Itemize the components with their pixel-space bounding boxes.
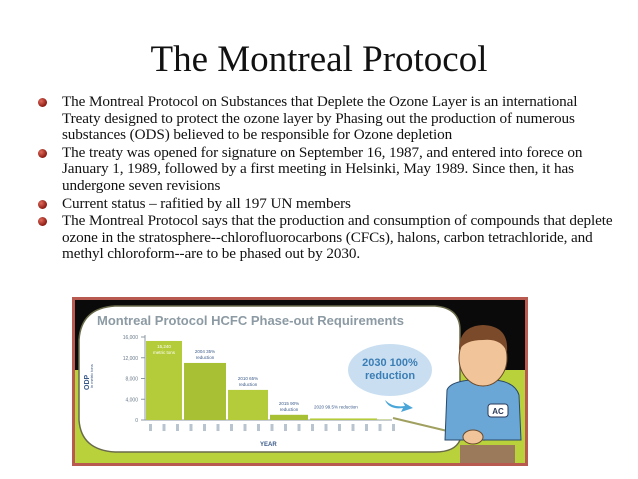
chart-svg: Montreal Protocol HCFC Phase-out Require… bbox=[75, 300, 525, 463]
slide-title: The Montreal Protocol bbox=[150, 39, 488, 80]
y-tick-label: 12,000 bbox=[123, 356, 139, 362]
x-tick-label bbox=[365, 424, 368, 431]
x-tick-label bbox=[378, 424, 382, 431]
bullet-icon bbox=[38, 199, 47, 209]
y-tick-label: 4,000 bbox=[125, 397, 138, 403]
callout-line-1: 2030 100% bbox=[362, 357, 418, 369]
bar bbox=[270, 414, 308, 420]
bar-label: reduction bbox=[196, 355, 215, 360]
badge-text: AC bbox=[492, 407, 504, 416]
chart-title: Montreal Protocol HCFC Phase-out Require… bbox=[97, 313, 404, 328]
x-tick-label bbox=[243, 424, 247, 431]
bullet-item: The Montreal Protocol says that the prod… bbox=[36, 212, 616, 263]
bullet-item: The treaty was opened for signature on S… bbox=[36, 144, 616, 195]
x-tick-label bbox=[270, 424, 274, 431]
bar-label: reduction bbox=[239, 382, 258, 387]
bullet-item: Current status – rafitied by all 197 UN … bbox=[36, 195, 616, 213]
y-tick-label: 8,000 bbox=[125, 377, 138, 383]
x-tick-label bbox=[189, 424, 193, 431]
x-tick-label bbox=[324, 424, 328, 431]
bullet-icon bbox=[38, 217, 47, 227]
y-tick-label: 16,000 bbox=[123, 335, 139, 341]
arrow-icon bbox=[385, 400, 413, 412]
bullet-icon bbox=[38, 148, 47, 158]
y-axis-unit: in metric tons bbox=[89, 364, 94, 388]
bar-label: 2020 99.5% reduction bbox=[314, 404, 358, 409]
x-tick-label bbox=[162, 424, 166, 431]
x-tick-label bbox=[149, 424, 152, 431]
x-tick-label bbox=[311, 424, 314, 431]
x-axis-label: YEAR bbox=[260, 442, 277, 448]
technician-cartoon: AC bbox=[444, 325, 522, 463]
x-tick-label bbox=[351, 424, 355, 431]
bullet-item: The Montreal Protocol on Substances that… bbox=[36, 93, 616, 144]
x-tick-label bbox=[176, 424, 179, 431]
y-tick-label: 0 bbox=[135, 418, 138, 424]
x-tick-label bbox=[203, 424, 206, 431]
y-axis-label: ODP bbox=[84, 375, 91, 391]
x-tick-label bbox=[392, 424, 395, 431]
bullet-icon bbox=[38, 98, 47, 107]
x-tick-label bbox=[338, 424, 341, 431]
bullet-list: The Montreal Protocol on Substances that… bbox=[36, 93, 616, 264]
x-tick-label bbox=[216, 424, 220, 431]
bar bbox=[184, 362, 226, 420]
callout-line-2: reduction bbox=[365, 370, 415, 382]
x-tick-label bbox=[284, 424, 287, 431]
bar-label: 2015 90% bbox=[279, 401, 299, 406]
callout-bubble bbox=[348, 344, 432, 396]
bar-label: metric tons bbox=[153, 350, 176, 355]
hcfc-phaseout-figure: Montreal Protocol HCFC Phase-out Require… bbox=[72, 297, 528, 466]
bar bbox=[310, 418, 377, 420]
bar-label: reduction bbox=[280, 407, 299, 412]
bar-label: 15,240 bbox=[157, 344, 171, 349]
x-tick-label bbox=[230, 424, 233, 431]
bar-label: 2010 65% bbox=[238, 376, 258, 381]
bar bbox=[228, 389, 268, 420]
ac-badge bbox=[487, 403, 509, 418]
bar-label: 2004 35% bbox=[195, 349, 215, 354]
bar bbox=[146, 340, 182, 420]
x-tick-label bbox=[257, 424, 260, 431]
x-tick-label bbox=[297, 424, 301, 431]
